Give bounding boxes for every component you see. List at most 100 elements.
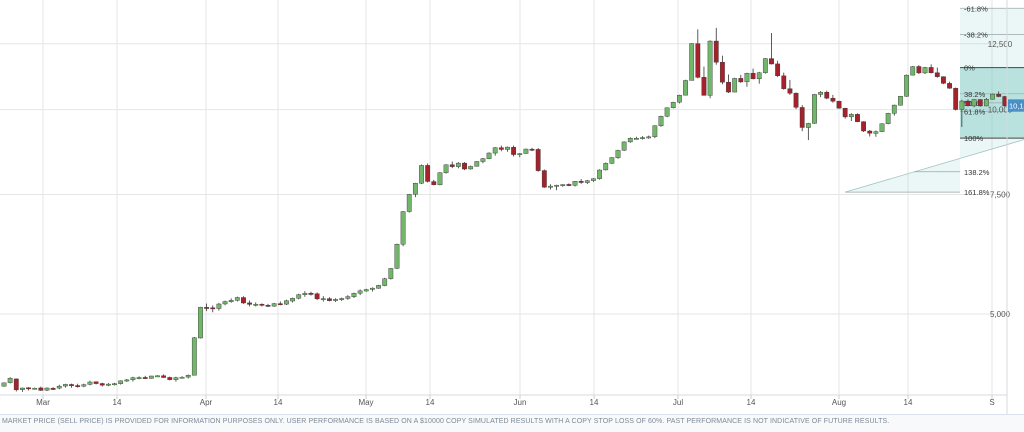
candle xyxy=(517,153,523,158)
candle xyxy=(124,378,130,382)
candle xyxy=(179,376,185,379)
fib-level-label: 50% xyxy=(964,99,979,108)
candle xyxy=(333,298,338,303)
candle-body-up xyxy=(468,166,474,170)
candle xyxy=(861,121,867,132)
candle xyxy=(640,136,645,140)
candle-body-up xyxy=(155,375,160,378)
candle xyxy=(419,164,424,185)
candle-body-down xyxy=(793,92,799,108)
x-tick-label: Apr xyxy=(200,398,213,407)
candle-body-up xyxy=(271,303,277,307)
candle xyxy=(677,94,682,104)
candle xyxy=(105,383,111,387)
candle-body-up xyxy=(394,244,400,269)
candle xyxy=(253,302,259,307)
candle-body-up xyxy=(922,67,928,74)
candle-body-up xyxy=(87,381,93,385)
candle xyxy=(904,74,909,97)
x-tick-label: 14 xyxy=(426,398,435,407)
candle xyxy=(277,301,283,306)
candle-body-down xyxy=(824,92,830,99)
candle-body-down xyxy=(167,377,173,380)
candle xyxy=(81,383,87,388)
fib-level-label: 38.2% xyxy=(964,90,986,99)
candle xyxy=(284,299,289,305)
candle-body-down xyxy=(861,121,867,132)
candle-body-up xyxy=(621,141,627,151)
candle-body-up xyxy=(848,114,854,118)
candle-body-up xyxy=(885,113,891,124)
x-tick-label: 14 xyxy=(113,398,122,407)
candle-body-up xyxy=(597,169,602,179)
candle xyxy=(271,302,277,307)
candle xyxy=(591,178,596,182)
y-tick-label: 10,000 xyxy=(988,106,1013,115)
candle xyxy=(296,293,302,300)
candle xyxy=(449,161,455,169)
candle-body-down xyxy=(867,130,873,134)
candle xyxy=(75,383,81,388)
candle-body-up xyxy=(689,43,695,81)
candle xyxy=(173,376,179,382)
candle xyxy=(63,383,68,388)
candle-body-up xyxy=(136,377,142,379)
candle xyxy=(302,291,308,297)
candle xyxy=(719,55,725,85)
candle-body-up xyxy=(615,150,621,158)
candle xyxy=(161,374,167,378)
candle-body-up xyxy=(898,96,903,106)
candle-body-down xyxy=(1002,96,1008,107)
candle-body-up xyxy=(406,194,412,212)
candle-body-up xyxy=(517,153,523,155)
x-tick-label: S xyxy=(989,398,994,407)
x-tick-label: Jul xyxy=(673,398,683,407)
candle xyxy=(351,292,357,298)
candle xyxy=(290,297,295,303)
candle xyxy=(609,157,615,165)
candle-body-up xyxy=(302,293,308,295)
candle xyxy=(977,99,983,107)
candle-body-down xyxy=(855,114,860,122)
candle-body-up xyxy=(345,296,351,299)
candle xyxy=(603,162,609,171)
candle xyxy=(744,72,750,87)
current-price-box xyxy=(1008,99,1024,112)
candle xyxy=(879,123,885,133)
candle-body-up xyxy=(296,294,302,299)
fib-level-label: 138.2% xyxy=(964,168,990,177)
candle xyxy=(953,87,959,111)
candle-body-up xyxy=(130,377,136,380)
candle-body-up xyxy=(376,285,381,289)
candle xyxy=(394,243,400,269)
candle-body-up xyxy=(609,157,615,164)
candle xyxy=(848,113,854,122)
candle xyxy=(597,169,602,180)
candle-body-up xyxy=(320,298,326,300)
candle xyxy=(370,287,375,292)
fib-level-label: 0% xyxy=(964,64,975,73)
candle xyxy=(26,387,31,391)
candle-body-down xyxy=(916,66,922,74)
candle xyxy=(56,384,62,390)
candle xyxy=(885,112,891,125)
candle-body-up xyxy=(191,337,197,376)
candle xyxy=(13,378,19,392)
candle xyxy=(38,386,44,391)
candle xyxy=(529,147,535,152)
candle xyxy=(505,146,510,152)
candle xyxy=(867,130,873,137)
candle-body-up xyxy=(664,107,670,117)
candle-body-up xyxy=(554,184,560,187)
candle-body-up xyxy=(357,290,363,294)
candle-body-down xyxy=(38,387,44,391)
candle-body-down xyxy=(541,170,547,188)
candle-body-up xyxy=(548,185,553,188)
candle-body-up xyxy=(523,148,529,154)
candle xyxy=(713,27,719,65)
fib-level-label: 100% xyxy=(964,134,984,143)
candle-body-up xyxy=(56,385,62,389)
candle xyxy=(320,296,326,302)
candle-body-up xyxy=(112,383,117,386)
candle xyxy=(922,66,928,75)
